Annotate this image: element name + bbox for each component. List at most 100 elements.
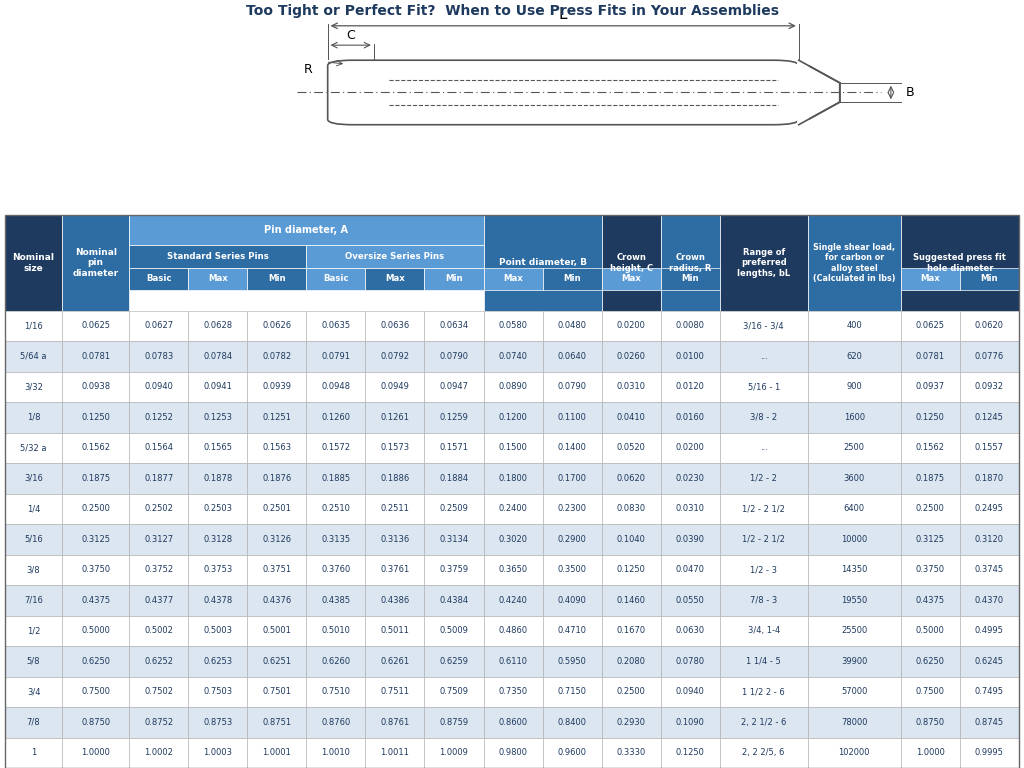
FancyBboxPatch shape [306, 707, 366, 737]
Text: 0.8750: 0.8750 [915, 718, 945, 727]
Text: 0.5003: 0.5003 [204, 627, 232, 635]
FancyBboxPatch shape [901, 372, 959, 402]
FancyBboxPatch shape [660, 311, 720, 341]
FancyBboxPatch shape [483, 311, 543, 341]
FancyBboxPatch shape [601, 677, 660, 707]
FancyBboxPatch shape [425, 494, 483, 524]
FancyBboxPatch shape [543, 372, 601, 402]
FancyBboxPatch shape [901, 585, 959, 616]
Text: 5/32 a: 5/32 a [20, 443, 47, 452]
Text: 0.4378: 0.4378 [204, 596, 232, 605]
Text: 0.1253: 0.1253 [204, 413, 232, 422]
Text: 0.0630: 0.0630 [676, 627, 705, 635]
Text: Max: Max [503, 274, 523, 283]
FancyBboxPatch shape [901, 432, 959, 463]
FancyBboxPatch shape [248, 372, 306, 402]
Text: 0.6253: 0.6253 [204, 657, 232, 666]
Text: 0.3135: 0.3135 [322, 535, 350, 544]
Text: 0.0781: 0.0781 [915, 352, 945, 361]
FancyBboxPatch shape [808, 341, 901, 372]
FancyBboxPatch shape [959, 372, 1019, 402]
FancyBboxPatch shape [808, 494, 901, 524]
Text: 10000: 10000 [841, 535, 867, 544]
FancyBboxPatch shape [601, 432, 660, 463]
FancyBboxPatch shape [62, 432, 129, 463]
Text: L: L [559, 6, 567, 22]
Text: 0.2510: 0.2510 [322, 505, 350, 513]
Text: 0.6261: 0.6261 [381, 657, 410, 666]
Text: Oversize Series Pins: Oversize Series Pins [345, 252, 444, 261]
FancyBboxPatch shape [483, 215, 601, 311]
FancyBboxPatch shape [483, 585, 543, 616]
Polygon shape [799, 60, 840, 124]
Text: 0.5950: 0.5950 [558, 657, 587, 666]
Text: 39900: 39900 [841, 657, 867, 666]
FancyBboxPatch shape [601, 372, 660, 402]
FancyBboxPatch shape [5, 432, 62, 463]
FancyBboxPatch shape [720, 646, 808, 677]
FancyBboxPatch shape [248, 524, 306, 554]
Text: Max: Max [622, 274, 641, 283]
Text: 0.3330: 0.3330 [616, 748, 646, 757]
Text: 0.0310: 0.0310 [616, 382, 645, 392]
Text: 0.0520: 0.0520 [616, 443, 645, 452]
FancyBboxPatch shape [366, 616, 425, 646]
FancyBboxPatch shape [5, 311, 62, 341]
Text: 0.1800: 0.1800 [499, 474, 527, 483]
Text: 0.0480: 0.0480 [557, 322, 587, 330]
FancyBboxPatch shape [248, 554, 306, 585]
FancyBboxPatch shape [483, 341, 543, 372]
FancyBboxPatch shape [601, 554, 660, 585]
FancyBboxPatch shape [543, 646, 601, 677]
Text: 0.1884: 0.1884 [439, 474, 469, 483]
FancyBboxPatch shape [543, 737, 601, 768]
FancyBboxPatch shape [959, 432, 1019, 463]
FancyBboxPatch shape [425, 677, 483, 707]
Text: 0.0200: 0.0200 [676, 443, 705, 452]
Text: 0.0939: 0.0939 [262, 382, 292, 392]
FancyBboxPatch shape [129, 677, 188, 707]
FancyBboxPatch shape [129, 585, 188, 616]
Text: 0.6250: 0.6250 [81, 657, 111, 666]
Text: ...: ... [760, 443, 768, 452]
Text: 0.5000: 0.5000 [81, 627, 111, 635]
Text: 0.1670: 0.1670 [616, 627, 646, 635]
FancyBboxPatch shape [306, 646, 366, 677]
FancyBboxPatch shape [720, 432, 808, 463]
Text: 0.8750: 0.8750 [81, 718, 111, 727]
Text: 0.7511: 0.7511 [381, 687, 410, 697]
Text: 0.0890: 0.0890 [499, 382, 527, 392]
FancyBboxPatch shape [5, 707, 62, 737]
Text: 0.7502: 0.7502 [144, 687, 173, 697]
Text: 0.2511: 0.2511 [381, 505, 410, 513]
FancyBboxPatch shape [901, 737, 959, 768]
FancyBboxPatch shape [720, 585, 808, 616]
FancyBboxPatch shape [188, 494, 248, 524]
Text: 1.0000: 1.0000 [81, 748, 111, 757]
Text: 0.0937: 0.0937 [915, 382, 945, 392]
Text: 0.0230: 0.0230 [676, 474, 705, 483]
FancyBboxPatch shape [248, 311, 306, 341]
Text: 2, 2 1/2 - 6: 2, 2 1/2 - 6 [741, 718, 786, 727]
Text: 0.0781: 0.0781 [81, 352, 111, 361]
Text: 0.0782: 0.0782 [262, 352, 292, 361]
FancyBboxPatch shape [959, 267, 1019, 290]
Text: Min: Min [981, 274, 998, 283]
FancyBboxPatch shape [720, 677, 808, 707]
FancyBboxPatch shape [720, 494, 808, 524]
Text: 0.1245: 0.1245 [975, 413, 1004, 422]
Text: 0.0932: 0.0932 [975, 382, 1004, 392]
FancyBboxPatch shape [62, 554, 129, 585]
Text: Min: Min [268, 274, 286, 283]
Text: 0.7500: 0.7500 [81, 687, 111, 697]
FancyBboxPatch shape [660, 402, 720, 432]
Text: Min: Min [445, 274, 463, 283]
Text: 0.1573: 0.1573 [381, 443, 410, 452]
FancyBboxPatch shape [660, 372, 720, 402]
FancyBboxPatch shape [129, 554, 188, 585]
FancyBboxPatch shape [808, 616, 901, 646]
Text: 0.5002: 0.5002 [144, 627, 173, 635]
FancyBboxPatch shape [5, 524, 62, 554]
FancyBboxPatch shape [5, 646, 62, 677]
FancyBboxPatch shape [959, 707, 1019, 737]
